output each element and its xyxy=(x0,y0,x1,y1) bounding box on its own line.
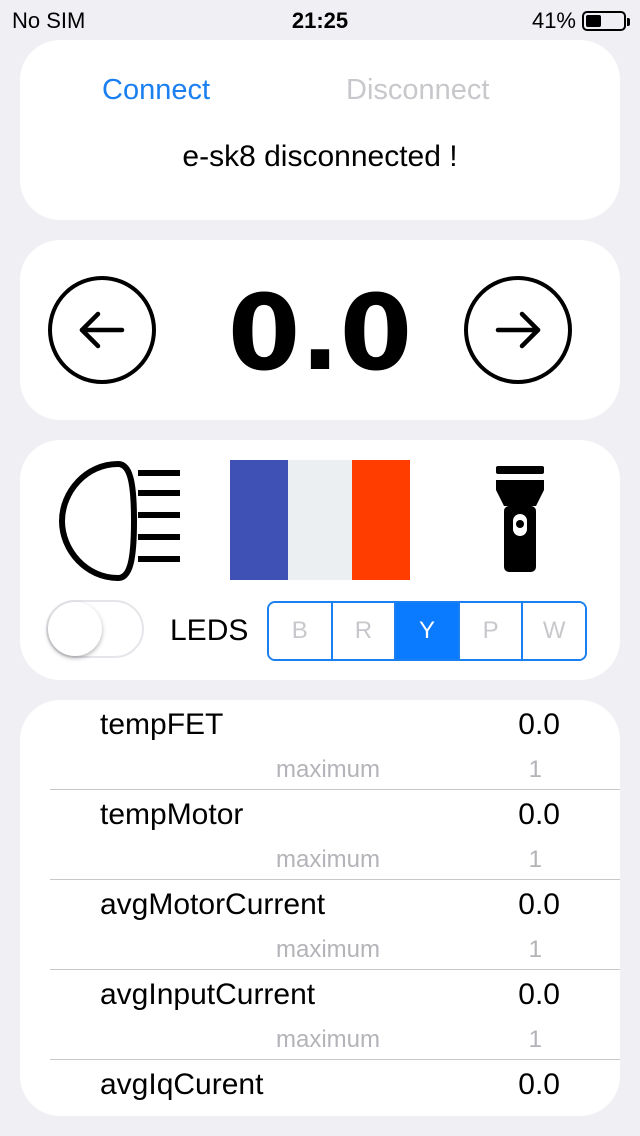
telemetry-row-avgiqcurent: avgIqCurent 0.0 xyxy=(50,1060,620,1116)
telemetry-row-avgmotorcurrent: avgMotorCurrent 0.0 maximum 1 xyxy=(50,880,620,970)
connect-button[interactable]: Connect xyxy=(102,74,211,106)
arrow-right-icon xyxy=(495,311,541,349)
row-divider xyxy=(50,879,620,880)
metric-name: avgInputCurrent xyxy=(100,978,316,1011)
metric-max-label: maximum xyxy=(276,756,381,783)
metric-value: 0.0 xyxy=(518,708,560,741)
connection-card xyxy=(20,40,620,220)
led-option-p[interactable]: P xyxy=(459,603,524,659)
increase-button[interactable] xyxy=(464,276,572,384)
carrier-label: No SIM xyxy=(12,8,86,33)
decrease-button[interactable] xyxy=(48,276,156,384)
row-divider xyxy=(50,969,620,970)
metric-name: tempFET xyxy=(100,708,224,741)
row-divider xyxy=(50,789,620,790)
led-color-segmented-control: B R Y P W xyxy=(267,601,587,661)
metric-value: 0.0 xyxy=(518,888,560,921)
status-bar: No SIM 21:25 41% xyxy=(0,0,640,40)
metric-name: tempMotor xyxy=(100,798,244,831)
flag-stripe-blue xyxy=(230,460,288,580)
arrow-left-icon xyxy=(79,311,125,349)
metric-value: 0.0 xyxy=(518,1068,560,1101)
battery-indicator: 41% xyxy=(531,8,630,34)
metric-max-label: maximum xyxy=(276,936,381,963)
metric-name: avgIqCurent xyxy=(100,1068,264,1101)
telemetry-row-avginputcurrent: avgInputCurrent 0.0 maximum 1 xyxy=(50,970,620,1060)
led-option-w[interactable]: W xyxy=(523,603,585,659)
metric-value: 0.0 xyxy=(518,978,560,1011)
leds-toggle[interactable] xyxy=(46,600,144,658)
headlight-icon[interactable] xyxy=(58,460,184,587)
telemetry-row-tempmotor: tempMotor 0.0 maximum 1 xyxy=(50,790,620,880)
metric-max-value: 1 xyxy=(528,936,542,963)
metric-max-value: 1 xyxy=(528,756,542,783)
metric-max-value: 1 xyxy=(528,1026,542,1053)
clock-time: 21:25 xyxy=(291,8,349,33)
metric-name: avgMotorCurrent xyxy=(100,888,326,921)
telemetry-card: tempFET 0.0 maximum 1 tempMotor 0.0 maxi… xyxy=(20,700,620,1116)
metric-max-value: 1 xyxy=(528,846,542,873)
row-divider xyxy=(50,1059,620,1060)
led-option-y[interactable]: Y xyxy=(396,603,460,659)
led-option-r[interactable]: R xyxy=(332,603,397,659)
metric-max-label: maximum xyxy=(276,846,381,873)
battery-icon xyxy=(582,11,630,31)
battery-level-fill xyxy=(586,15,601,27)
connection-status-text: e-sk8 disconnected ! xyxy=(182,140,458,173)
led-option-b[interactable]: B xyxy=(269,603,333,659)
metric-value: 0.0 xyxy=(518,798,560,831)
flag-stripe-white xyxy=(288,460,352,580)
flashlight-icon[interactable] xyxy=(494,466,546,579)
disconnect-button[interactable]: Disconnect xyxy=(346,74,490,106)
leds-label: LEDS xyxy=(170,614,249,647)
flag-color-swatch[interactable] xyxy=(230,460,410,580)
speed-value: 0.0 xyxy=(227,272,413,394)
toggle-knob xyxy=(48,602,102,656)
flag-stripe-red xyxy=(352,460,410,580)
telemetry-row-tempfet: tempFET 0.0 maximum 1 xyxy=(50,700,620,790)
battery-percent: 41% xyxy=(531,8,576,33)
metric-max-label: maximum xyxy=(276,1026,381,1053)
